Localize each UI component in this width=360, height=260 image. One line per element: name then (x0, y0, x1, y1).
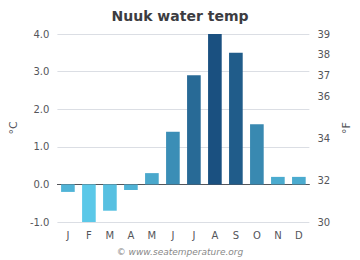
svg-text:1.0: 1.0 (34, 141, 50, 152)
svg-text:°C: °C (7, 121, 20, 135)
svg-text:J: J (170, 230, 174, 241)
svg-text:34: 34 (317, 133, 330, 144)
svg-text:37: 37 (317, 70, 330, 81)
svg-text:M: M (106, 230, 115, 241)
svg-text:30: 30 (317, 217, 330, 228)
svg-text:M: M (148, 230, 157, 241)
svg-text:F: F (86, 230, 92, 241)
svg-text:O: O (253, 230, 261, 241)
svg-text:Nuuk water temp: Nuuk water temp (112, 8, 249, 24)
svg-text:39: 39 (317, 29, 330, 40)
svg-text:J: J (191, 230, 195, 241)
svg-text:D: D (295, 230, 303, 241)
svg-text:© www.seatemperature.org: © www.seatemperature.org (117, 247, 244, 257)
svg-text:°F: °F (340, 122, 353, 134)
svg-text:S: S (233, 230, 239, 241)
svg-text:4.0: 4.0 (34, 29, 50, 40)
svg-text:A: A (211, 230, 218, 241)
svg-text:J: J (65, 230, 69, 241)
svg-text:3.0: 3.0 (34, 66, 50, 77)
svg-text:-1.0: -1.0 (30, 217, 50, 228)
svg-text:0.0: 0.0 (34, 179, 50, 190)
svg-text:38: 38 (317, 49, 330, 60)
svg-text:A: A (127, 230, 134, 241)
svg-text:2.0: 2.0 (34, 104, 50, 115)
svg-text:36: 36 (317, 91, 330, 102)
svg-text:N: N (274, 230, 281, 241)
svg-text:32: 32 (317, 175, 330, 186)
